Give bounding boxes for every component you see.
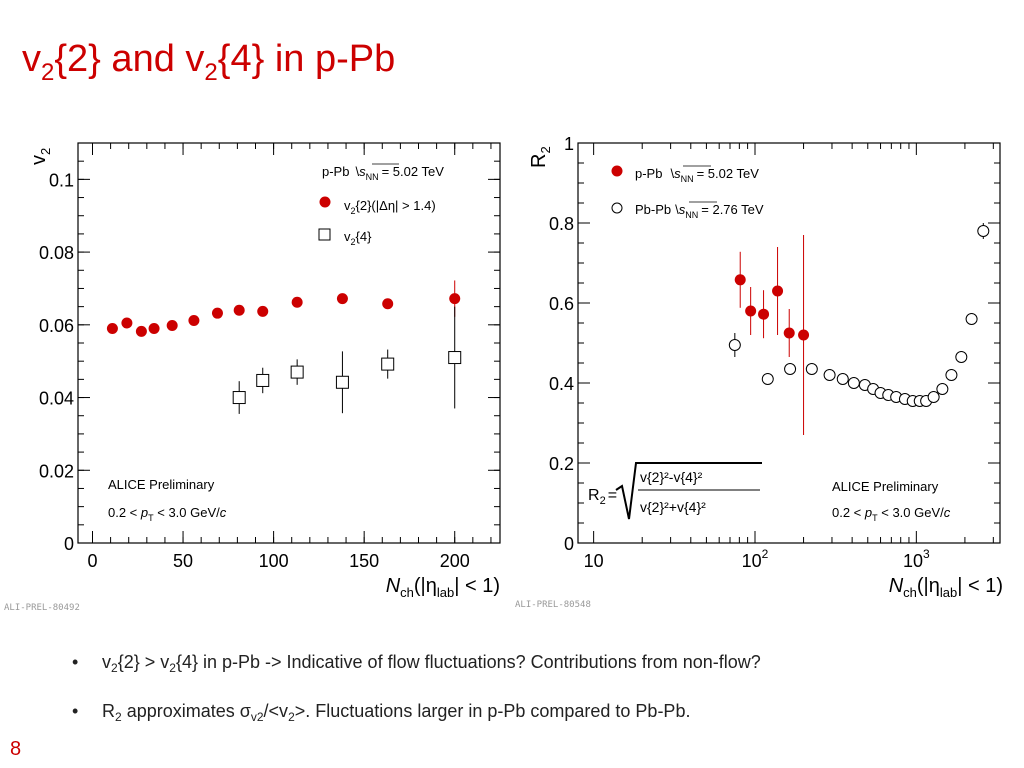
left-data-point <box>291 296 303 308</box>
left-legend: p-Pb \sNN = 5.02 TeV v2{2}(|Δη| > 1.4) v2{… <box>318 163 444 247</box>
right-preliminary-ref: ALI-PREL-80548 <box>515 600 591 610</box>
left-data-point <box>135 325 147 337</box>
right-y-tick-label: 0.4 <box>549 374 574 394</box>
right-data-point <box>784 363 797 375</box>
right-data-point <box>758 308 770 320</box>
left-x-tick-label: 200 <box>440 551 470 571</box>
left-annotation-pt-range: 0.2 < pT < 3.0 GeV/c <box>108 505 227 523</box>
left-y-tick-label: 0.02 <box>39 461 74 481</box>
left-y-tick-label: 0.08 <box>39 243 74 263</box>
left-data-point <box>232 391 246 405</box>
left-data-point <box>290 365 304 379</box>
left-data-point <box>336 293 348 305</box>
right-y-tick-label: 0.6 <box>549 294 574 314</box>
right-x-tick-label: 102 <box>742 547 769 571</box>
left-y-axis-label: v2 <box>28 148 53 165</box>
right-axes: 0 0.2 0.4 0.6 0.8 1 10 102 103 <box>549 134 1000 571</box>
bullet-item-1: v2{2} > v2{4} in p-Pb -> Indicative of f… <box>72 652 761 674</box>
formula-sqrt-sign <box>615 462 762 520</box>
left-data-point <box>121 317 133 329</box>
left-data-point <box>449 293 461 305</box>
left-data-point <box>211 307 223 319</box>
left-x-tick-label: 100 <box>259 551 289 571</box>
right-data-point <box>728 339 741 351</box>
left-data-point <box>448 351 462 365</box>
right-data-point <box>798 329 810 341</box>
left-y-tick-label: 0.06 <box>39 316 74 336</box>
right-x-tick-label: 10 <box>584 551 604 571</box>
right-data-point <box>734 274 746 286</box>
chart-left-v2-vs-nch: 0 0.02 0.04 0.06 0.08 0.1 0 50 100 150 200 v2 Nch(… <box>28 142 501 600</box>
left-data-point <box>257 305 269 317</box>
right-series-pbpb <box>728 223 990 407</box>
formula-denominator: v{2}²+v{4}² <box>640 499 706 515</box>
left-x-tick-label: 0 <box>87 551 97 571</box>
right-y-axis-label: R2 <box>528 146 553 168</box>
left-data-point <box>166 320 178 332</box>
right-x-tick-label: 103 <box>903 547 930 571</box>
right-annotation-pt-range: 0.2 < pT < 3.0 GeV/c <box>832 505 951 523</box>
right-data-point <box>783 327 795 339</box>
left-data-point <box>106 322 118 334</box>
right-legend-entry-pbpb: Pb-Pb \sNN = 2.76 TeV <box>635 202 764 220</box>
right-data-point <box>761 373 774 385</box>
left-data-point <box>256 373 270 387</box>
left-x-axis-label: Nch(|ηlab| < 1) <box>386 575 500 600</box>
page-number: 8 <box>10 738 22 760</box>
right-data-point <box>945 369 958 381</box>
right-data-point <box>745 305 757 317</box>
right-legend-marker-open-circle <box>611 202 623 214</box>
right-data-point <box>805 363 818 375</box>
left-legend-header: p-Pb \sNN = 5.02 TeV <box>322 164 444 182</box>
left-preliminary-ref: ALI-PREL-80492 <box>4 603 80 613</box>
right-data-point <box>772 285 784 297</box>
bullet-list: v2{2} > v2{4} in p-Pb -> Indicative of f… <box>72 652 761 750</box>
formula-numerator: v{2}²-v{4}² <box>640 469 703 485</box>
left-data-point <box>381 357 395 371</box>
right-data-point <box>955 351 968 363</box>
left-data-point <box>188 314 200 326</box>
slide-title: v2{2} and v2{4} in p-Pb <box>22 38 396 86</box>
formula-lhs: R2 = <box>588 487 617 507</box>
left-data-point <box>382 298 394 310</box>
left-legend-entry-v2-4: v2{4} <box>344 229 372 247</box>
left-y-tick-label: 0.1 <box>49 170 74 190</box>
right-y-tick-label: 0.8 <box>549 214 574 234</box>
left-legend-marker-filled-circle <box>319 196 331 208</box>
right-legend-entry-ppb: p-Pb \sNN = 5.02 TeV <box>635 166 759 184</box>
bullet-item-2: R2 approximates σv2/<v2>. Fluctuations l… <box>72 701 761 723</box>
right-annotation-alice: ALICE Preliminary <box>832 479 939 494</box>
right-data-point <box>965 313 978 325</box>
right-data-point <box>847 377 860 389</box>
left-axes: 0 0.02 0.04 0.06 0.08 0.1 0 50 100 150 200 <box>39 142 500 571</box>
left-annotation-alice: ALICE Preliminary <box>108 477 215 492</box>
left-series-v2-2 <box>106 280 461 337</box>
left-x-tick-label: 150 <box>349 551 379 571</box>
right-x-axis-label: Nch(|ηlab| < 1) <box>889 575 1003 600</box>
right-y-tick-label: 0 <box>564 534 574 554</box>
right-data-point <box>836 373 849 385</box>
left-x-tick-label: 50 <box>173 551 193 571</box>
left-data-point <box>335 375 349 389</box>
left-y-tick-label: 0.04 <box>39 389 74 409</box>
right-y-tick-label: 0.2 <box>549 454 574 474</box>
left-data-point <box>148 322 160 334</box>
left-series-v2-4 <box>232 306 462 414</box>
right-y-tick-label: 1 <box>564 134 574 154</box>
right-data-point <box>936 383 949 395</box>
right-data-point <box>823 369 836 381</box>
left-data-point <box>233 304 245 316</box>
right-legend-marker-filled-circle <box>611 165 623 177</box>
chart-right-r2-vs-nch: 0 0.2 0.4 0.6 0.8 1 10 102 103 R2 Nch(|ηlab| < 1… <box>528 134 1003 600</box>
r2-formula: R2 = v{2}²-v{4}² v{2}²+v{4}² <box>588 462 762 520</box>
left-legend-marker-open-square <box>318 228 331 241</box>
left-legend-entry-v2-2: v2{2}(|Δη| > 1.4) <box>344 198 436 216</box>
right-legend: p-Pb \sNN = 5.02 TeV Pb-Pb \sNN = 2.76 TeV <box>611 165 764 220</box>
left-y-tick-label: 0 <box>64 534 74 554</box>
right-series-ppb <box>734 235 810 435</box>
right-data-point <box>977 225 990 237</box>
right-data-point <box>927 391 940 403</box>
